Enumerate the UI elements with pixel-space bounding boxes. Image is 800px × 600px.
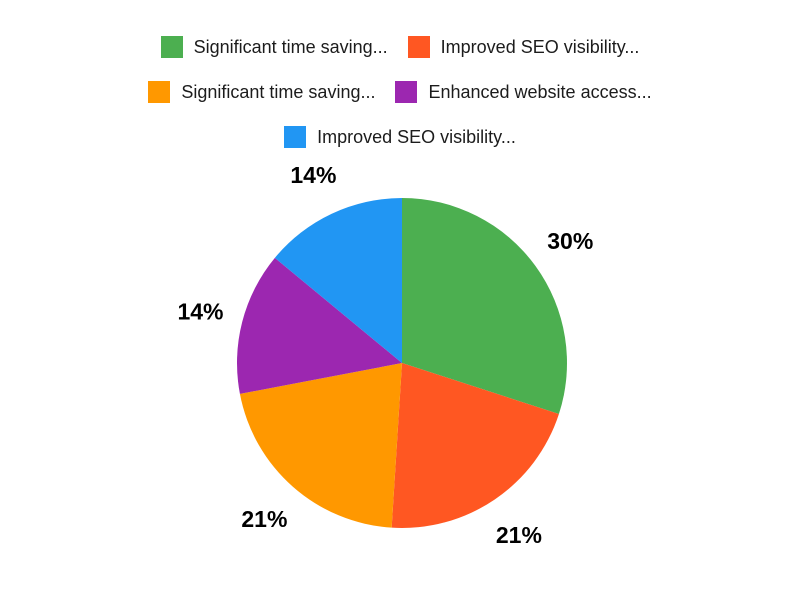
legend-label: Enhanced website access... — [428, 81, 652, 102]
slice-percent-label-2: 21% — [241, 506, 287, 532]
legend-swatch-icon — [407, 36, 430, 58]
legend-item-3[interactable]: Enhanced website access... — [395, 81, 652, 103]
slice-percent-label-0: 30% — [547, 228, 593, 254]
pie-slice-1[interactable] — [391, 363, 559, 528]
legend-item-2[interactable]: Significant time saving... — [148, 81, 375, 103]
legend-label: Significant time saving... — [193, 36, 388, 57]
legend-item-0[interactable]: Significant time saving... — [160, 36, 388, 58]
pie-slice-2[interactable] — [239, 363, 402, 528]
legend-label: Significant time saving... — [181, 81, 376, 102]
pie-slice-3[interactable] — [236, 257, 402, 394]
legend-label: Improved SEO visibility... — [317, 126, 516, 147]
pie-slice-4[interactable] — [274, 198, 402, 363]
pie-slice-0[interactable] — [402, 198, 567, 414]
legend-row: Improved SEO visibility... — [0, 126, 800, 148]
legend-item-4[interactable]: Improved SEO visibility... — [284, 126, 516, 148]
legend-row: Significant time saving... Enhanced websi… — [0, 81, 800, 103]
legend-swatch-icon — [395, 81, 418, 103]
legend-item-1[interactable]: Improved SEO visibility... — [407, 36, 640, 58]
slice-percent-label-3: 14% — [177, 298, 223, 324]
legend-swatch-icon — [148, 81, 171, 103]
legend-swatch-icon — [284, 126, 307, 148]
slice-percent-label-4: 14% — [290, 162, 336, 188]
chart-legend: Significant time saving... Improved SEO v… — [0, 36, 800, 148]
legend-swatch-icon — [160, 36, 183, 58]
legend-row: Significant time saving... Improved SEO v… — [0, 36, 800, 58]
slice-percent-label-1: 21% — [496, 522, 542, 548]
legend-label: Improved SEO visibility... — [440, 36, 640, 57]
